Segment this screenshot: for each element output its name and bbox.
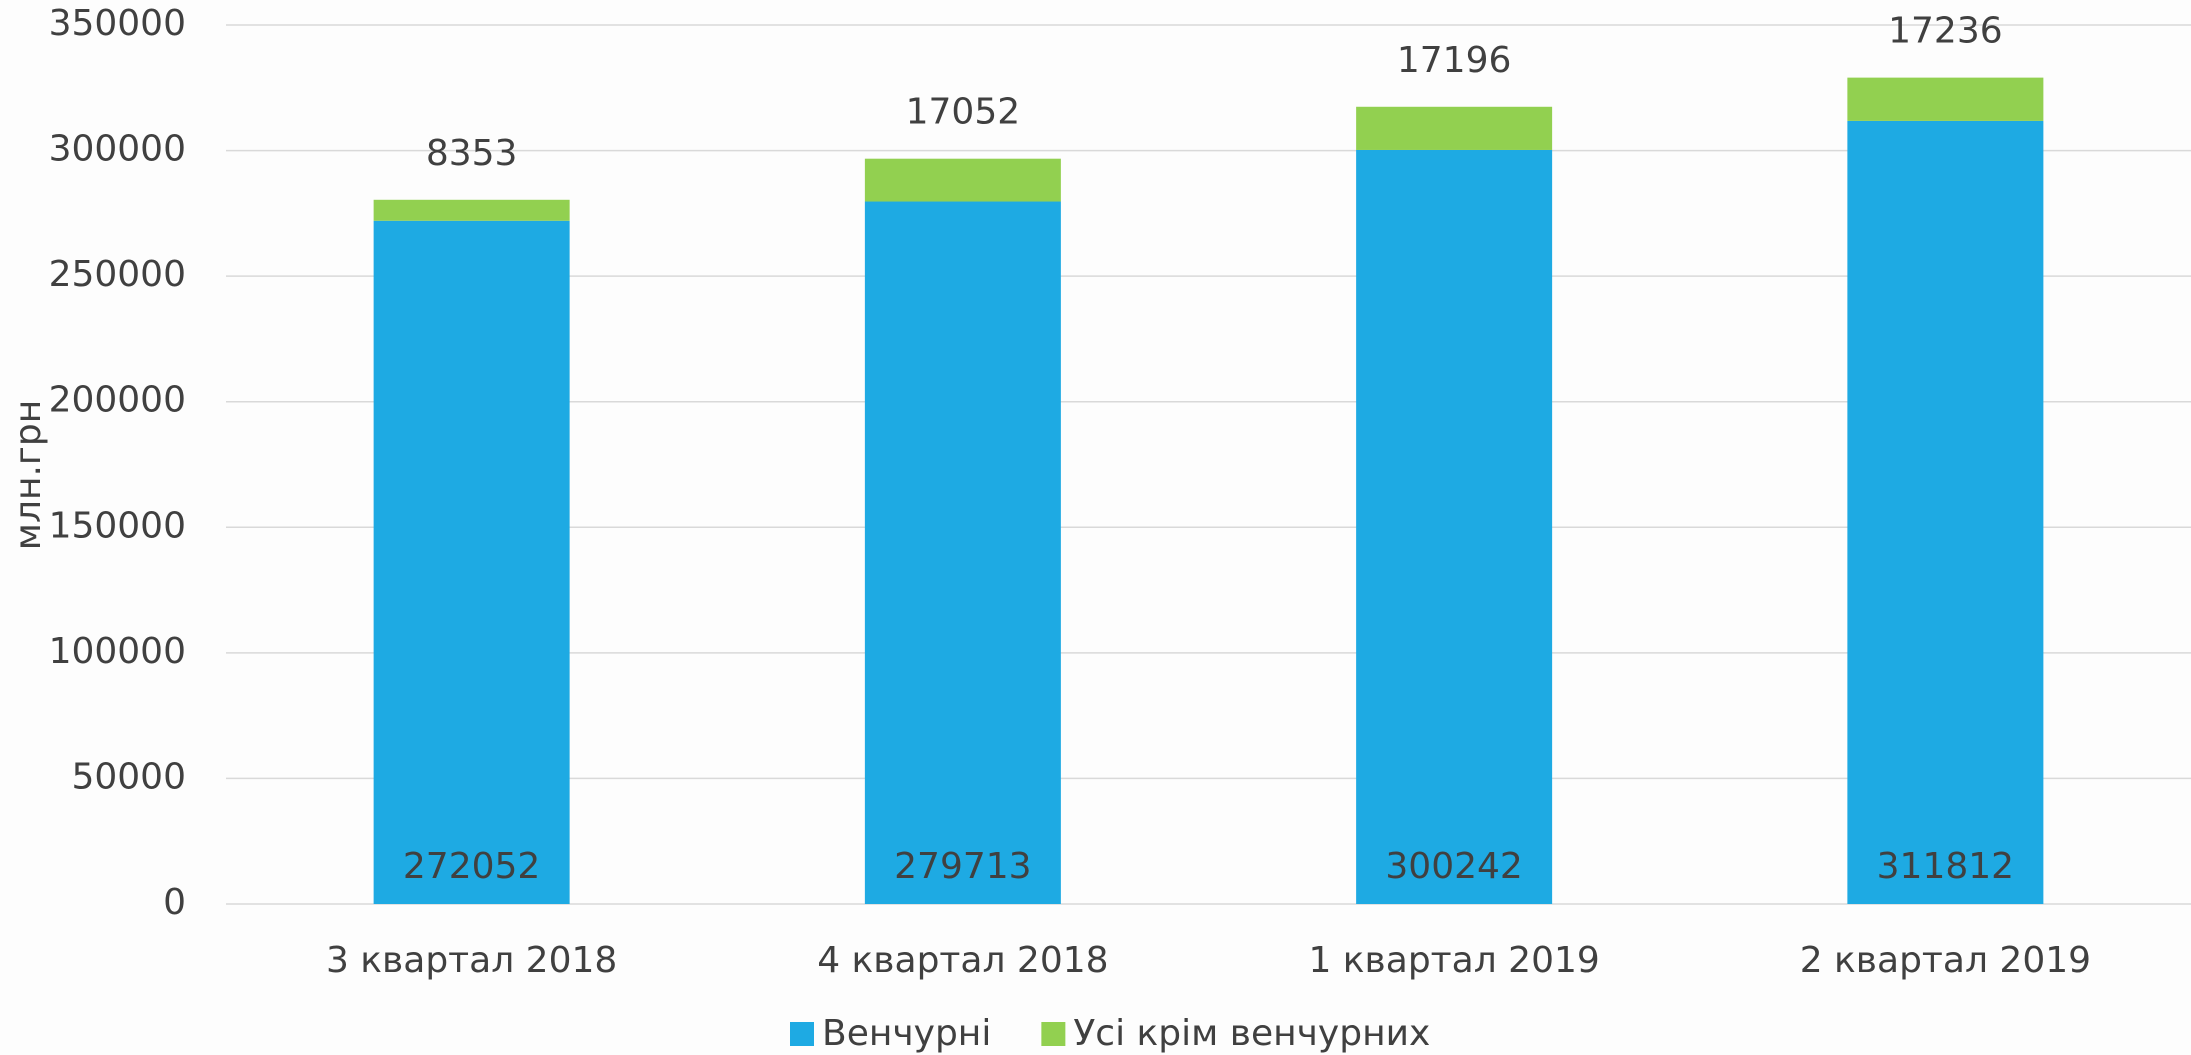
- bar-segment: [1847, 120, 2044, 904]
- bar-segment: [373, 199, 570, 221]
- y-tick-label: 350000: [49, 3, 186, 44]
- legend-label: Усі крім венчурних: [1073, 1013, 1430, 1054]
- bar-segment: [1356, 149, 1553, 904]
- y-tick-label: 200000: [49, 380, 186, 421]
- y-tick-label: 50000: [71, 756, 186, 797]
- y-axis-title: млн.грн: [8, 400, 49, 550]
- x-tick-label: 1 квартал 2019: [1308, 940, 1599, 981]
- x-tick-label: 3 квартал 2018: [326, 940, 617, 981]
- data-label: 17052: [906, 92, 1021, 133]
- data-label: 272052: [403, 846, 540, 887]
- data-label: 311812: [1877, 846, 2014, 887]
- bar-segment: [373, 220, 570, 904]
- bar-segment: [1847, 77, 2044, 121]
- data-label: 8353: [426, 133, 518, 174]
- bar-segment: [864, 201, 1061, 905]
- data-label: 279713: [894, 846, 1031, 887]
- y-tick-label: 300000: [49, 129, 186, 170]
- x-tick-label: 2 квартал 2019: [1800, 940, 2091, 981]
- legend-swatch: [790, 1022, 814, 1046]
- data-label: 17236: [1888, 11, 2003, 52]
- legend-label: Венчурні: [822, 1013, 991, 1054]
- y-tick-label: 0: [163, 882, 186, 923]
- data-label: 300242: [1385, 846, 1522, 887]
- y-tick-label: 100000: [49, 631, 186, 672]
- x-tick-label: 4 квартал 2018: [817, 940, 1108, 981]
- data-label: 17196: [1397, 40, 1512, 81]
- legend-swatch: [1041, 1022, 1066, 1046]
- y-tick-label: 150000: [49, 505, 186, 546]
- bar-segment: [1356, 106, 1553, 150]
- y-tick-label: 250000: [49, 254, 186, 295]
- bar-segment: [864, 158, 1061, 202]
